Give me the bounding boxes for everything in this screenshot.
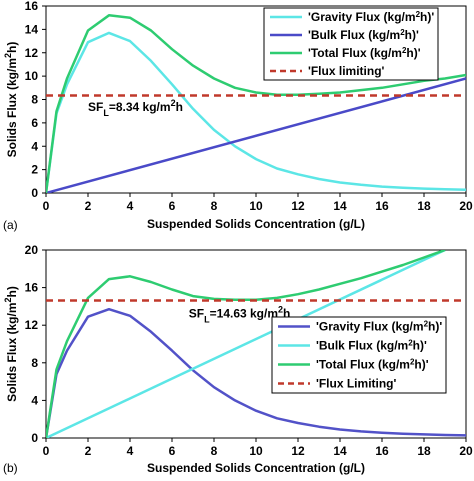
chart2-legend-label-1: 'Gravity Flux (kg/m2h)' [316, 319, 442, 334]
chart1-panel-label: (a) [3, 218, 18, 232]
chart1-y-tick-label: 16 [25, 0, 39, 13]
chart2-y-tick-label: 20 [25, 243, 39, 257]
chart1-y-tick-label: 8 [31, 93, 38, 107]
chart2-series-line-2 [46, 250, 446, 438]
chart1-legend-label-1: 'Gravity Flux (kg/m2h)' [308, 10, 434, 25]
chart1-x-tick-label: 12 [291, 199, 305, 213]
chart1-x-tick-label: 16 [375, 199, 389, 213]
chart1-legend: 'Gravity Flux (kg/m2h)' 'Bulk Flux (kg/m2… [263, 7, 439, 81]
chart2-y-tick-label: 0 [31, 431, 38, 445]
chart2-x-tick-label: 16 [375, 444, 389, 458]
chart1-x-axis-label: Suspended Solids Concentration (g/L) [147, 217, 365, 231]
chart1-series-line-1 [46, 31, 466, 193]
chart1-x-tick-label: 18 [417, 199, 431, 213]
chart1-series-line-3 [46, 14, 466, 193]
chart1-x-tick-label: 2 [85, 199, 92, 213]
chart1-x-tick-label: 20 [459, 199, 473, 213]
chart1-y-tick-label: 2 [31, 163, 38, 177]
chart2-y-axis-label: Solids Flux (kg/m2h) [3, 286, 19, 402]
chart1-y-tick-label: 6 [31, 116, 38, 130]
chart2-x-tick-label: 8 [211, 444, 218, 458]
chart2-y-tick-label: 12 [25, 318, 39, 332]
chart2-x-tick-label: 4 [127, 444, 134, 458]
chart1-sfl-annotation: SFL=8.34 kg/m2h [88, 98, 183, 118]
chart2-legend-label-2: 'Bulk Flux (kg/m2h)' [316, 338, 427, 353]
chart2-x-tick-label: 0 [43, 444, 50, 458]
chart2-y-tick-label: 8 [31, 356, 38, 370]
chart1-legend-label-4: 'Flux limiting' [308, 64, 385, 78]
chart1-y-tick-label: 12 [25, 46, 39, 60]
chart2-x-tick-label: 2 [85, 444, 92, 458]
chart1-y-tick-label: 0 [31, 186, 38, 200]
chart2-x-tick-label: 20 [459, 444, 473, 458]
chart1-y-tick-label: 10 [25, 69, 39, 83]
chart2-x-tick-label: 6 [169, 444, 176, 458]
chart1-legend-label-2: 'Bulk Flux (kg/m2h)' [308, 28, 419, 43]
chart2-panel-label: (b) [3, 461, 18, 475]
chart2-series-line-3 [46, 250, 446, 438]
chart2-group: 0 2 4 6 8 10 12 14 16 18 20 0 4 8 12 16 20 Suspended Soli… [3, 243, 473, 475]
chart2-legend-label-4: 'Flux Limiting' [316, 377, 397, 391]
chart1-x-tick-label: 0 [43, 199, 50, 213]
chart1-y-tick-label: 14 [25, 22, 39, 36]
chart1-legend-label-3: 'Total Flux (kg/m2h)' [308, 46, 421, 61]
chart2-sfl-annotation: SFL=14.63 kg/m2h [189, 305, 291, 325]
chart1-x-tick-label: 4 [127, 199, 134, 213]
chart2-x-tick-label: 12 [291, 444, 305, 458]
chart2-x-axis-label: Suspended Solids Concentration (g/L) [147, 461, 365, 475]
chart1-legend-box [263, 7, 439, 81]
chart1-x-tick-label: 8 [211, 199, 218, 213]
chart2-y-tick-label: 16 [25, 281, 39, 295]
chart2-legend-label-3: 'Total Flux (kg/m2h)' [316, 357, 429, 372]
chart1-x-tick-label: 14 [333, 199, 347, 213]
chart2-series-line-1 [46, 307, 466, 438]
chart1-x-tick-label: 6 [169, 199, 176, 213]
chart1-y-tick-label: 4 [31, 139, 38, 153]
chart2-legend: 'Gravity Flux (kg/m2h)' 'Bulk Flux (kg/m2… [271, 316, 447, 394]
chart2-legend-box [271, 316, 447, 394]
chart1-x-tick-label: 10 [249, 199, 263, 213]
chart2-y-tick-label: 4 [31, 393, 38, 407]
chart1-series-line-2 [46, 77, 466, 193]
chart2-x-tick-label: 14 [333, 444, 347, 458]
chart1-y-axis-label: Solids Flux (kg/m2h) [3, 42, 19, 158]
chart2-x-tick-label: 10 [249, 444, 263, 458]
chart2-x-tick-label: 18 [417, 444, 431, 458]
chart1-group: 0 2 4 6 8 10 12 14 16 18 20 0 2 4 6 8 10 12 14 16 Suspended … [3, 0, 473, 232]
